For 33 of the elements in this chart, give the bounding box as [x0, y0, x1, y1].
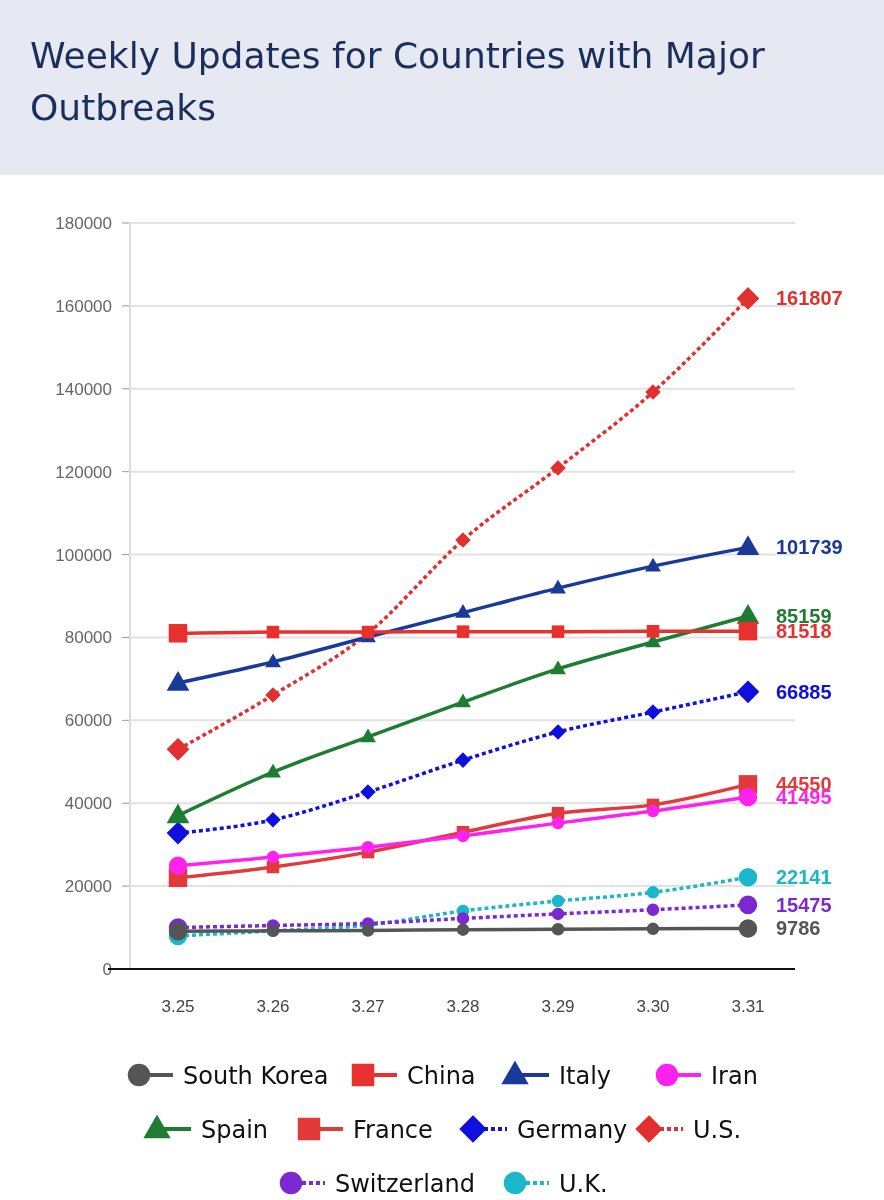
- x-tick-label: 3.31: [731, 997, 765, 1016]
- y-tick-label: 20000: [64, 877, 112, 897]
- data-label: 22141: [776, 866, 832, 889]
- x-tick-label: 3.29: [541, 997, 575, 1016]
- x-tick-label: 3.26: [256, 997, 290, 1016]
- data-label: 66885: [776, 680, 832, 703]
- x-tick-label: 3.30: [636, 997, 670, 1016]
- y-tick-label: 40000: [64, 794, 112, 814]
- legend-label: South Korea: [183, 1062, 329, 1090]
- y-tick-label: 180000: [55, 214, 112, 233]
- legend-label: Switzerland: [335, 1170, 475, 1198]
- y-tick-label: 60000: [64, 711, 112, 731]
- y-tick-label: 120000: [55, 462, 112, 482]
- y-tick-label: 80000: [64, 628, 112, 648]
- legend-label: China: [407, 1062, 476, 1090]
- chart-title: Weekly Updates for Countries with Major Outbreaks: [30, 34, 766, 130]
- legend-label: Italy: [559, 1062, 612, 1090]
- data-label: 161807: [776, 287, 843, 310]
- data-label: 101739: [776, 536, 843, 559]
- y-tick-label: 100000: [55, 545, 112, 565]
- y-tick-label: 160000: [55, 296, 112, 316]
- legend-label: Germany: [517, 1116, 628, 1144]
- data-label: 15475: [776, 893, 832, 916]
- legend-label: Iran: [711, 1062, 758, 1090]
- legend-label: U.S.: [693, 1116, 742, 1144]
- x-tick-label: 3.28: [446, 997, 480, 1016]
- legend-label: U.K.: [559, 1170, 608, 1198]
- y-tick-label: 140000: [55, 379, 112, 399]
- x-tick-label: 3.25: [161, 997, 195, 1016]
- data-label: 9786: [776, 917, 821, 940]
- x-tick-label: 3.27: [351, 997, 385, 1016]
- legend-label: Spain: [201, 1116, 269, 1144]
- legend-label: France: [353, 1116, 433, 1144]
